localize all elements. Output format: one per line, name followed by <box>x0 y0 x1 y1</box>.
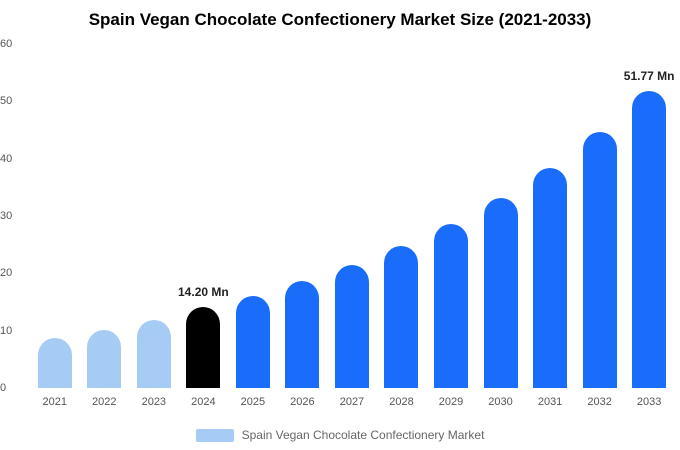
x-axis-label: 2024 <box>191 396 216 408</box>
x-axis-label: 2031 <box>537 396 563 408</box>
legend-label: Spain Vegan Chocolate Confectionery Mark… <box>241 428 485 442</box>
legend-swatch <box>195 428 234 442</box>
bar-column-2022 <box>80 44 130 388</box>
bar-column-2028 <box>377 44 427 388</box>
bar-column-2033: 51.77 Mn <box>624 44 674 388</box>
bar-2027 <box>334 264 369 388</box>
y-axis-tick: 10 <box>0 324 13 337</box>
bar-column-2030 <box>476 44 526 388</box>
bar-2022 <box>87 329 122 388</box>
x-axis-label: 2023 <box>141 396 167 408</box>
bar-column-2027 <box>327 44 377 388</box>
bar-value-label: 14.20 Mn <box>178 284 229 299</box>
y-axis-tick: 30 <box>0 210 13 222</box>
bar-column-2021 <box>30 44 80 388</box>
bar-column-2026 <box>278 44 328 388</box>
bar-value-label: 51.77 Mn <box>623 69 675 84</box>
x-axis-label: 2033 <box>636 396 662 408</box>
x-axis-label: 2029 <box>438 396 464 408</box>
bar-column-2031 <box>525 44 575 388</box>
x-axis-label: 2032 <box>587 396 612 408</box>
x-axis-label: 2022 <box>92 396 117 408</box>
bar-2026 <box>285 281 320 388</box>
bar-column-2029 <box>426 44 476 388</box>
x-axis-label: 2021 <box>42 396 67 408</box>
bar-2032 <box>582 132 617 388</box>
y-axis-tick: 40 <box>0 152 13 165</box>
legend: Spain Vegan Chocolate Confectionery Mark… <box>0 428 680 442</box>
x-axis-row: 2021 2022 2023 2024 2025 2026 2027 2028 2029 2030… <box>30 396 674 408</box>
bar-2033 <box>632 91 667 388</box>
bar-column-2023 <box>129 44 179 388</box>
bar-column-2025 <box>228 44 278 388</box>
x-axis-label: 2026 <box>290 396 315 408</box>
bar-2025 <box>235 295 270 388</box>
chart-title: Spain Vegan Chocolate Confectionery Mark… <box>88 10 592 29</box>
x-axis-label: 2027 <box>339 396 365 408</box>
bar-column-2024: 14.20 Mn <box>178 44 229 388</box>
bar-2024 <box>186 306 221 388</box>
bar-2021 <box>37 338 72 388</box>
bars-row: 14.20 Mn 51.77 Mn <box>30 44 674 388</box>
y-axis-tick: 20 <box>0 267 13 280</box>
bar-2031 <box>533 167 568 388</box>
bar-2030 <box>483 197 518 388</box>
bar-column-2032 <box>575 44 625 388</box>
x-axis-label: 2025 <box>240 396 266 408</box>
bar-2029 <box>434 224 469 388</box>
x-axis-label: 2028 <box>389 396 414 408</box>
y-axis-tick: 50 <box>0 95 13 108</box>
bar-2028 <box>384 245 419 388</box>
x-axis-label: 2030 <box>488 396 513 408</box>
bar-2023 <box>136 320 171 388</box>
y-axis-tick: 60 <box>0 38 13 50</box>
y-axis-tick: 0 <box>0 382 7 394</box>
